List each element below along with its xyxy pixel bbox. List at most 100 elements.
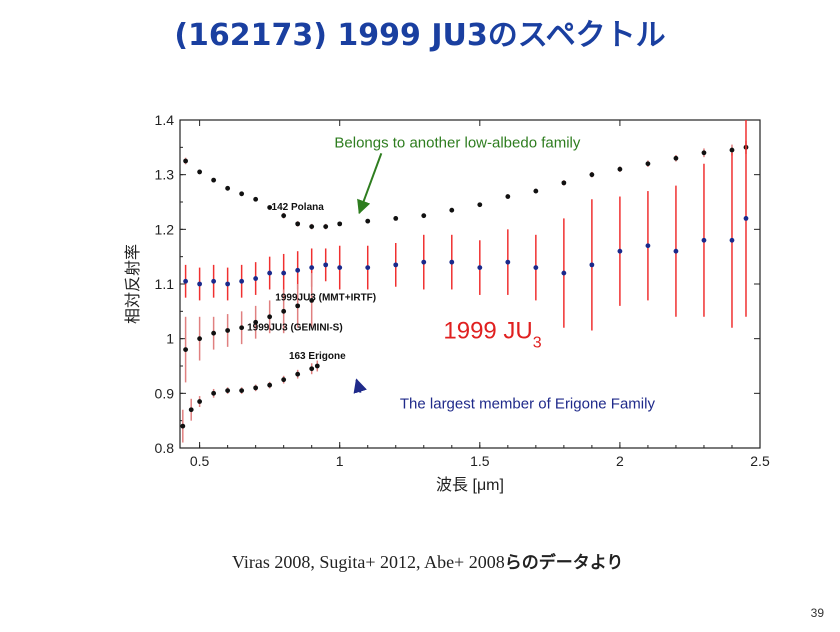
data-point bbox=[337, 265, 343, 270]
big-label: 1999 JU3 bbox=[443, 318, 541, 352]
data-point bbox=[477, 265, 483, 270]
series-1 bbox=[183, 120, 749, 331]
data-point bbox=[239, 388, 245, 393]
data-point bbox=[211, 330, 217, 336]
series-0 bbox=[183, 140, 749, 230]
y-axis-label: 相対反射率 bbox=[124, 244, 142, 324]
data-point bbox=[281, 377, 287, 383]
y-tick-label-2: 1 bbox=[166, 331, 174, 347]
data-point bbox=[673, 248, 679, 254]
data-point bbox=[589, 172, 595, 178]
data-point bbox=[197, 336, 203, 342]
slide-title: (162173) 1999 JU3のスペクトル bbox=[174, 18, 666, 53]
data-point bbox=[197, 281, 203, 287]
data-point bbox=[253, 385, 259, 391]
annotation-5: The largest member of Erigone Family bbox=[400, 396, 656, 413]
x-axis-label: 波長 [μm] bbox=[436, 476, 504, 494]
annotation-0: Belongs to another low-albedo family bbox=[334, 134, 580, 151]
data-point bbox=[589, 262, 595, 268]
annotation-arrow-0 bbox=[357, 152, 383, 215]
data-point bbox=[225, 185, 231, 191]
data-point bbox=[267, 314, 273, 320]
chart-svg: 0.5 1 1.5 2 2.5 0.8 0.9 1 1.1 1.2 1.3 1.4 波長 [μm] 相対反… bbox=[124, 112, 770, 494]
data-point bbox=[449, 207, 455, 213]
data-point bbox=[673, 155, 679, 161]
spectrum-chart: 0.5 1 1.5 2 2.5 0.8 0.9 1 1.1 1.2 1.3 1.4 波長 [μm] 相対反… bbox=[110, 108, 790, 508]
series-2 bbox=[183, 273, 315, 383]
x-tick-label-2: 1.5 bbox=[470, 453, 490, 469]
citation-refs: Viras 2008, Sugita+ 2012, Abe+ 2008 bbox=[232, 552, 505, 572]
data-point bbox=[323, 262, 329, 268]
data-point bbox=[239, 278, 245, 284]
y-tick-label-6: 1.4 bbox=[155, 112, 175, 128]
data-point bbox=[183, 278, 189, 284]
data-point bbox=[183, 347, 189, 352]
data-point bbox=[267, 205, 273, 210]
data-point bbox=[309, 366, 315, 372]
annotation-4: 163 Erigone bbox=[289, 351, 346, 362]
data-point bbox=[505, 194, 511, 199]
y-tick-label-0: 0.8 bbox=[155, 440, 175, 456]
y-tick-label-1: 0.9 bbox=[155, 385, 175, 401]
data-point bbox=[314, 363, 320, 369]
x-tick-label-4: 2.5 bbox=[750, 453, 770, 469]
data-point bbox=[211, 278, 217, 284]
data-point bbox=[617, 166, 623, 172]
data-point bbox=[561, 270, 567, 276]
data-point bbox=[729, 147, 735, 153]
data-point bbox=[393, 262, 399, 268]
data-point bbox=[253, 319, 259, 325]
data-point bbox=[295, 371, 301, 377]
data-point bbox=[645, 161, 651, 167]
x-tick-label-0: 0.5 bbox=[190, 453, 210, 469]
x-tick-label-1: 1 bbox=[336, 453, 344, 469]
data-point bbox=[617, 248, 623, 254]
data-point bbox=[561, 180, 567, 186]
data-point bbox=[421, 213, 427, 219]
annotation-2: 1999JU3 (MMT+IRTF) bbox=[275, 292, 376, 303]
data-point bbox=[188, 407, 194, 413]
data-point bbox=[239, 325, 245, 331]
citation-suffix: らのデータより bbox=[504, 553, 624, 573]
big-label-subscript: 3 bbox=[533, 334, 542, 351]
x-tick-label-3: 2 bbox=[616, 453, 624, 469]
citation: Viras 2008, Sugita+ 2012, Abe+ 2008らのデータ… bbox=[232, 548, 623, 573]
data-point bbox=[701, 237, 707, 243]
data-point bbox=[309, 265, 315, 270]
data-point bbox=[225, 281, 231, 287]
series-group bbox=[180, 120, 749, 443]
axes-group: 0.5 1 1.5 2 2.5 0.8 0.9 1 1.1 1.2 1.3 1.4 波長 [μm] 相対反… bbox=[124, 112, 770, 494]
data-point bbox=[477, 202, 483, 208]
data-point bbox=[180, 423, 186, 429]
data-point bbox=[309, 224, 315, 229]
data-point bbox=[295, 221, 301, 227]
data-point bbox=[505, 259, 511, 265]
data-point bbox=[253, 196, 259, 202]
data-point bbox=[281, 270, 287, 276]
data-point bbox=[365, 265, 371, 270]
data-point bbox=[337, 221, 343, 227]
data-point bbox=[729, 237, 735, 243]
data-point bbox=[225, 328, 231, 333]
data-point bbox=[281, 308, 287, 314]
page-number: 39 bbox=[810, 606, 824, 620]
data-point bbox=[449, 259, 455, 265]
data-point bbox=[533, 265, 539, 270]
data-point bbox=[239, 191, 245, 197]
data-point bbox=[211, 390, 217, 396]
data-point bbox=[645, 243, 651, 249]
data-point bbox=[211, 177, 217, 183]
data-point bbox=[295, 303, 301, 309]
data-point bbox=[197, 399, 203, 404]
data-point bbox=[295, 267, 301, 273]
annotation-arrow-5 bbox=[353, 378, 367, 394]
data-point bbox=[393, 216, 399, 221]
data-point bbox=[281, 213, 287, 219]
y-tick-label-4: 1.2 bbox=[155, 221, 175, 237]
data-point bbox=[267, 382, 273, 388]
annotation-1: 142 Polana bbox=[272, 202, 325, 213]
annotation-3: 1999JU3 (GEMINI-S) bbox=[247, 322, 343, 333]
series-3 bbox=[180, 360, 320, 443]
data-point bbox=[533, 188, 539, 194]
data-point bbox=[323, 224, 329, 229]
